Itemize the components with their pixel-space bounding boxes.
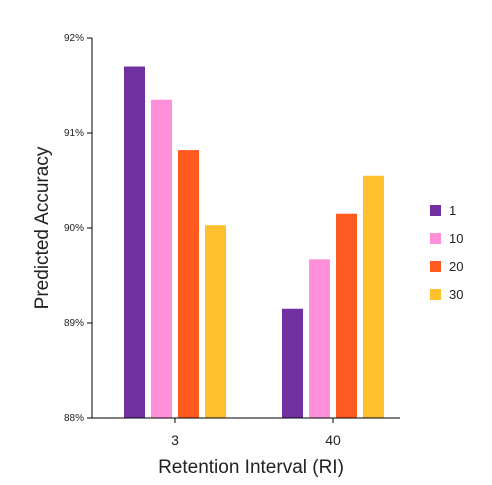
legend-label-10: 10 (449, 231, 463, 246)
bar-40-series-1 (282, 308, 303, 418)
legend-swatch-10 (430, 233, 441, 244)
y-axis: 88% 89% 90% 91% 92% (64, 33, 93, 424)
legend: 1 10 20 30 (430, 203, 463, 302)
legend-label-1: 1 (449, 203, 456, 218)
x-axis: 3 40 (92, 417, 400, 448)
bar-40-series-10 (309, 259, 330, 418)
y-tick-label: 91% (64, 128, 84, 139)
y-tick-label: 90% (64, 223, 84, 234)
bar-3-series-1 (124, 66, 145, 418)
legend-label-30: 30 (449, 287, 463, 302)
y-tick-label: 89% (64, 318, 84, 329)
x-tick-label: 3 (171, 432, 179, 448)
legend-swatch-20 (430, 261, 441, 272)
bar-3-series-30 (205, 225, 226, 418)
legend-swatch-30 (430, 289, 441, 300)
x-tick-label: 40 (325, 432, 341, 448)
bar-40-series-30 (363, 175, 384, 418)
legend-label-20: 20 (449, 259, 463, 274)
legend-swatch-1 (430, 205, 441, 216)
bar-3-series-10 (151, 99, 172, 418)
x-axis-title: Retention Interval (RI) (158, 457, 344, 478)
bar-3-series-20 (178, 150, 199, 418)
bar-40-series-20 (336, 213, 357, 418)
y-axis-title: Predicted Accuracy (32, 146, 53, 309)
y-tick-label: 92% (64, 33, 84, 44)
y-tick-label: 88% (64, 413, 84, 424)
bars (124, 66, 384, 418)
